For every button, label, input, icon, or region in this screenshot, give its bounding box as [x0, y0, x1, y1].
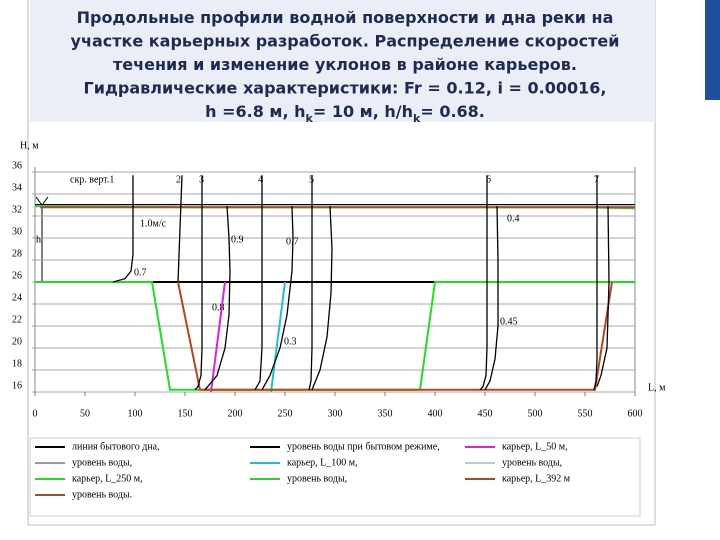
velocity-profile — [479, 175, 488, 391]
annotation: 1.0м/с — [140, 218, 167, 229]
series-line — [177, 281, 613, 391]
title-box — [30, 0, 655, 122]
legend-label: уровень воды, — [502, 457, 562, 468]
velocity-profile — [308, 175, 313, 390]
annotation: 0.3 — [284, 336, 297, 347]
velocity-profile — [596, 206, 610, 387]
series-line — [270, 281, 286, 393]
x-tick-label: 600 — [628, 408, 643, 419]
x-tick-label: 500 — [528, 408, 543, 419]
x-tick-label: 250 — [278, 408, 293, 419]
y-tick-label: 16 — [12, 380, 22, 391]
x-tick-label: 550 — [578, 408, 593, 419]
title-part: k — [306, 112, 314, 125]
title-part: Продольные профили водной поверхности и … — [77, 8, 614, 27]
vertical-label: скр. верт.1 — [70, 174, 114, 185]
y-tick-label: 32 — [12, 204, 22, 215]
annotation: 0.45 — [500, 316, 518, 327]
legend-label: уровень воды, — [287, 473, 347, 484]
accent-bar — [705, 0, 720, 100]
y-tick-label: 18 — [12, 358, 22, 369]
velocity-profile — [261, 206, 294, 391]
x-tick-label: 350 — [378, 408, 393, 419]
x-tick-label: 50 — [80, 408, 90, 419]
vertical-label: 2 — [176, 174, 181, 185]
velocity-profile — [593, 175, 598, 390]
y-axis-label: H, м — [20, 140, 39, 151]
series-line — [210, 281, 226, 393]
velocity-profile — [177, 175, 183, 283]
vertical-label: 4 — [258, 174, 263, 185]
title-line: Продольные профили водной поверхности и … — [77, 8, 614, 27]
y-tick-label: 20 — [12, 336, 22, 347]
vertical-label: 6 — [486, 174, 491, 185]
title: Продольные профили водной поверхности и … — [71, 8, 620, 125]
title-part: h =6.8 м, h — [205, 102, 305, 121]
legend-label: карьер, L_250 м, — [72, 473, 143, 484]
legend-label: карьер, L_50 м, — [502, 441, 568, 452]
x-tick-label: 0 — [33, 408, 38, 419]
title-line: течения и изменение уклонов в районе кар… — [113, 55, 577, 74]
y-tick-label: 24 — [12, 292, 22, 303]
x-tick-label: 400 — [428, 408, 443, 419]
title-line: Гидравлические характеристики: Fr = 0.12… — [84, 78, 607, 97]
annotation: 0.9 — [231, 234, 244, 245]
y-tick-label: 28 — [12, 248, 22, 259]
legend-label: карьер, L_392 м — [502, 473, 571, 484]
velocity-profile — [311, 206, 333, 391]
velocity-profile — [254, 175, 263, 391]
legend-label: уровень воды при бытовом режиме, — [287, 441, 440, 452]
legend-label: карьер, L_100 м, — [287, 457, 358, 468]
legend-label: уровень воды, — [72, 457, 132, 468]
y-tick-label: 26 — [12, 270, 22, 281]
velocity-profile — [484, 206, 499, 391]
legend-box — [29, 437, 641, 517]
velocity-profile — [194, 175, 203, 391]
x-tick-label: 450 — [478, 408, 493, 419]
x-tick-label: 200 — [228, 408, 243, 419]
title-part: = 0.68. — [420, 102, 485, 121]
title-line: участке карьерных разработок. Распределе… — [71, 31, 620, 50]
depth-label: h — [36, 234, 41, 245]
title-part: Гидравлические характеристики: Fr = 0.12… — [84, 78, 607, 97]
title-part: k — [413, 112, 421, 125]
legend-label: линия бытового дна, — [72, 441, 160, 452]
velocity-profile — [204, 206, 231, 391]
y-tick-label: 36 — [12, 160, 22, 171]
legend-label: уровень воды. — [72, 489, 132, 500]
x-axis-label: L, м — [648, 382, 666, 393]
y-tick-label: 22 — [12, 314, 22, 325]
velocity-profile — [112, 175, 134, 283]
x-tick-label: 150 — [178, 408, 193, 419]
x-tick-label: 300 — [328, 408, 343, 419]
annotation: 0.8 — [212, 302, 225, 313]
annotation: 0.4 — [507, 213, 520, 224]
title-part: = 10 м, h/h — [313, 102, 413, 121]
title-part: участке карьерных разработок. Распределе… — [71, 31, 620, 50]
y-tick-label: 34 — [12, 182, 22, 193]
title-part: течения и изменение уклонов в районе кар… — [113, 55, 577, 74]
x-tick-label: 100 — [128, 408, 143, 419]
title-line: h =6.8 м, hk= 10 м, h/hk= 0.68. — [205, 102, 485, 125]
annotation: 0.7 — [134, 267, 147, 278]
y-tick-label: 30 — [12, 226, 22, 237]
